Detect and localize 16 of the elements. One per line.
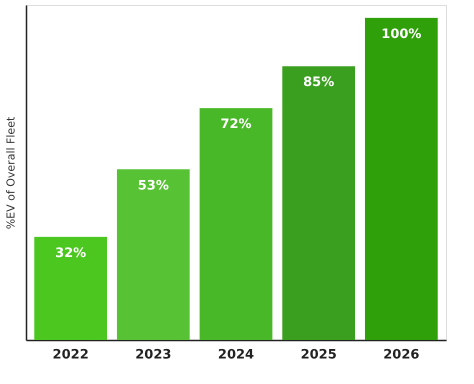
x-tick-label: 2022 (52, 348, 89, 362)
x-tick-label: 2025 (300, 348, 337, 362)
data-label: 32% (55, 246, 86, 261)
data-label: 53% (138, 178, 169, 194)
data-label: 72% (220, 117, 252, 132)
data-label: 85% (303, 75, 334, 90)
y-axis-title: %EV of Overall Fleet (4, 116, 18, 230)
bar (200, 108, 272, 340)
bar (34, 236, 108, 340)
bar (116, 169, 190, 340)
x-tick-label: 2026 (383, 348, 420, 362)
x-tick-label: 2024 (218, 348, 254, 362)
bar (282, 66, 356, 340)
bar (364, 18, 438, 340)
x-tick-label: 2023 (135, 348, 172, 362)
data-label: 100% (381, 26, 422, 42)
